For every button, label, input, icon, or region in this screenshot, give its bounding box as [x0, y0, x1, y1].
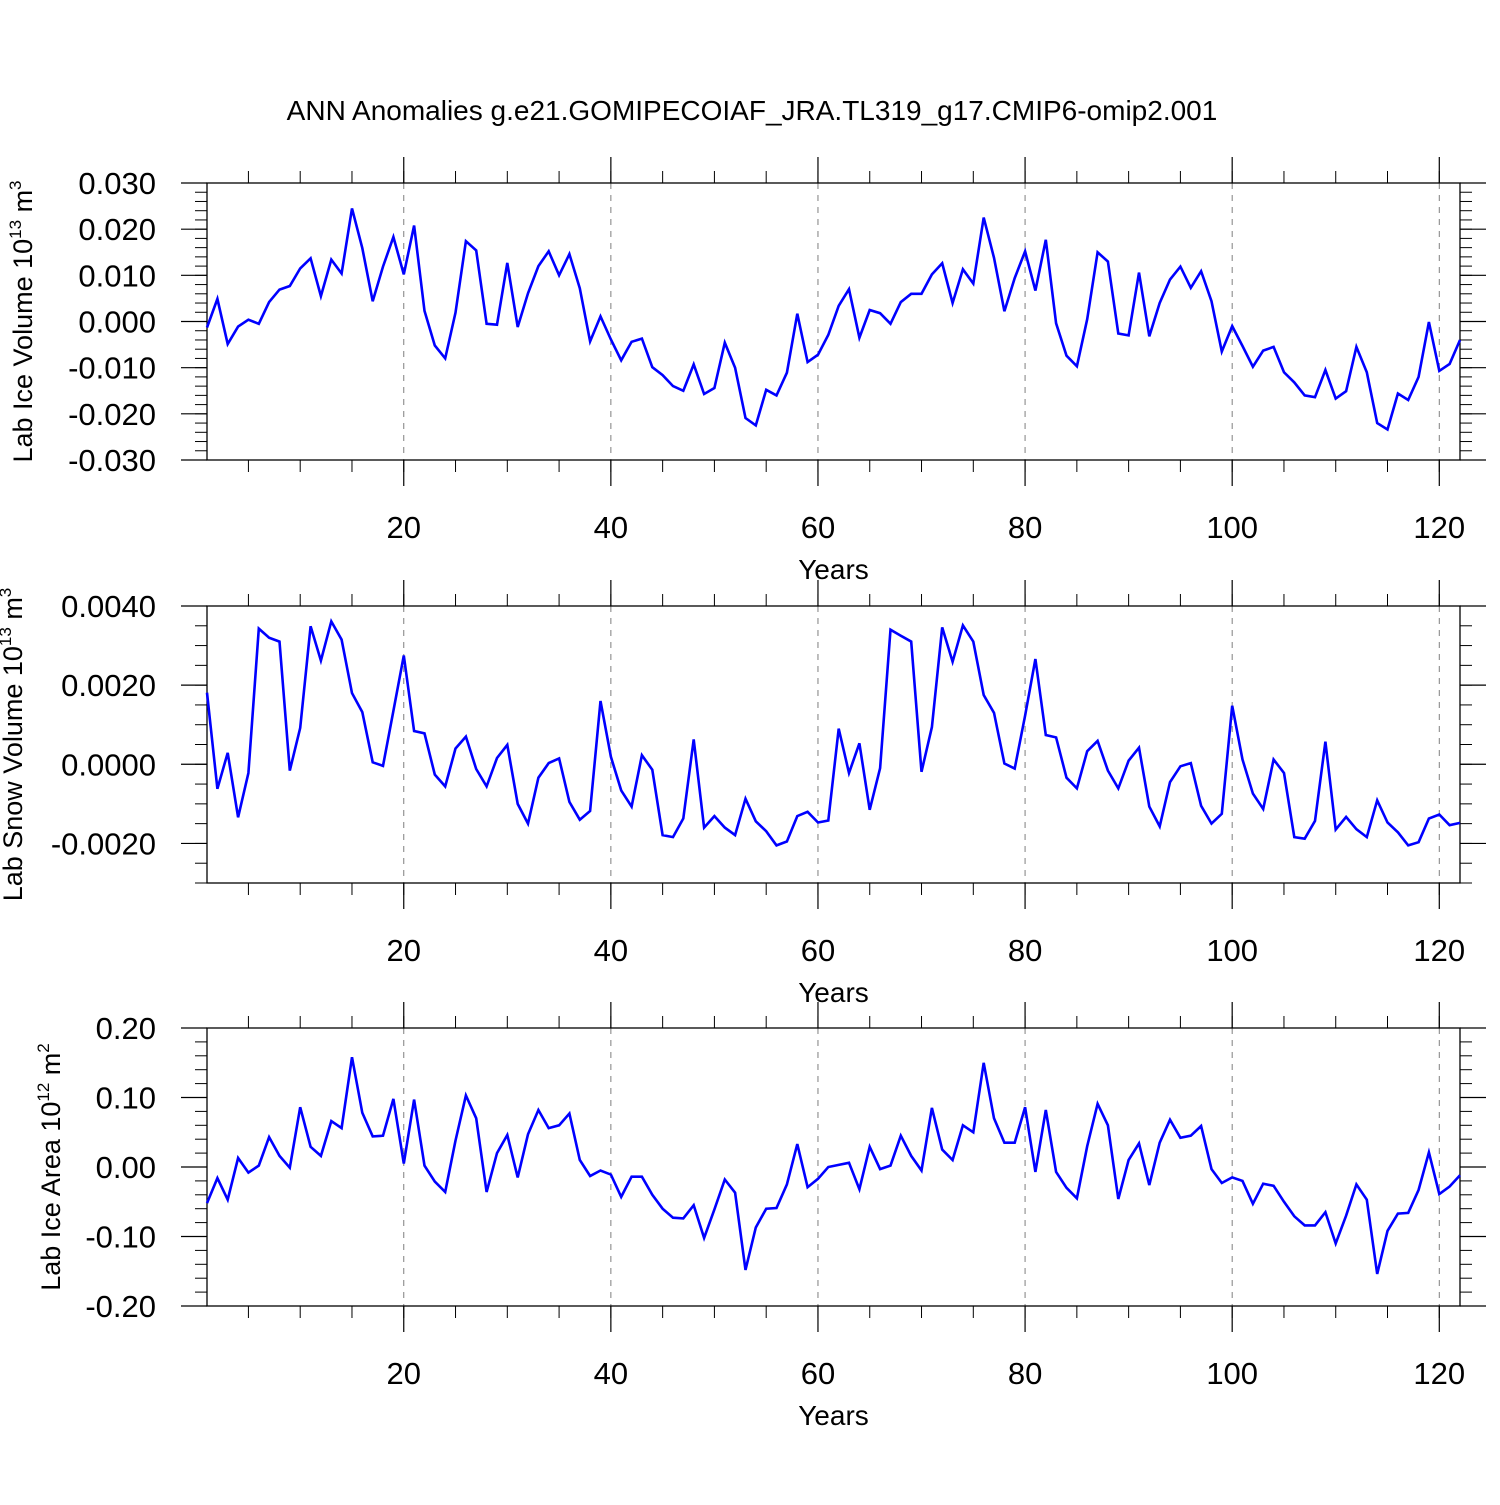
x-axis-label: Years — [798, 1400, 869, 1431]
x-tick-label: 100 — [1206, 510, 1258, 545]
x-tick-label: 60 — [801, 1356, 835, 1391]
y-tick-label: -0.0020 — [51, 826, 156, 861]
y-tick-label: 0.00 — [96, 1150, 156, 1185]
x-axis-label: Years — [798, 554, 869, 585]
panel-1: -0.030 -0.020 -0.010 0.000 0.010 0.020 0.030 20… — [6, 157, 1486, 585]
panel-2: -0.0020 0.0000 0.0020 0.0040 20 40 60 80 100 120 Y… — [0, 580, 1486, 1008]
plot-frame — [206, 1027, 1461, 1307]
y-tick-label: -0.010 — [68, 351, 156, 386]
y-label-main: Lab Ice Volume 10 — [8, 239, 38, 463]
plot-frame — [206, 182, 1461, 461]
x-tick-label: 80 — [1008, 1356, 1042, 1391]
plot-frame — [206, 605, 1461, 884]
x-tick-label: 120 — [1413, 510, 1465, 545]
series-line — [205, 617, 1461, 847]
y-label-exponent: 13 — [0, 627, 15, 646]
y-tick-label: 0.010 — [78, 258, 156, 293]
y-axis-label: Lab Snow Volume 1013 m3 — [0, 588, 28, 902]
y-tick-label: -0.020 — [68, 397, 156, 432]
x-tick-label: 20 — [387, 933, 421, 968]
y-tick-label: 0.10 — [96, 1081, 156, 1116]
x-tick-label: 40 — [594, 933, 628, 968]
y-tick-label: 0.0020 — [61, 668, 156, 703]
y-label-unit: m — [0, 597, 28, 627]
y-tick-label: 0.030 — [78, 166, 156, 201]
y-tick-label: -0.10 — [85, 1220, 156, 1255]
x-tick-label: 100 — [1206, 933, 1258, 968]
figure-title: ANN Anomalies g.e21.GOMIPECOIAF_JRA.TL31… — [287, 95, 1218, 126]
y-tick-label: -0.030 — [68, 443, 156, 478]
series-line — [205, 1056, 1461, 1275]
y-tick-label: 0.000 — [78, 305, 156, 340]
x-tick-label: 120 — [1413, 933, 1465, 968]
y-tick-label: -0.20 — [85, 1289, 156, 1324]
y-label-unit: m — [36, 1053, 66, 1083]
y-tick-label: 0.020 — [78, 212, 156, 247]
x-axis-label: Years — [798, 977, 869, 1008]
y-label-main: Lab Snow Volume 10 — [0, 646, 28, 901]
x-tick-label: 120 — [1413, 1356, 1465, 1391]
x-tick-label: 80 — [1008, 933, 1042, 968]
y-axis-label: Lab Ice Volume 1013 m3 — [6, 180, 38, 462]
y-tick-label: 0.0000 — [61, 747, 156, 782]
y-tick-label: 0.20 — [96, 1011, 156, 1046]
x-tick-label: 40 — [594, 510, 628, 545]
y-label-unit-exponent: 3 — [6, 180, 25, 189]
x-tick-label: 60 — [801, 933, 835, 968]
x-tick-label: 60 — [801, 510, 835, 545]
y-tick-label: 0.0040 — [61, 589, 156, 624]
y-axis-label: Lab Ice Area 1012 m2 — [34, 1043, 66, 1291]
x-tick-label: 20 — [387, 510, 421, 545]
y-label-unit-exponent: 3 — [0, 588, 15, 597]
x-tick-label: 80 — [1008, 510, 1042, 545]
y-label-exponent: 12 — [34, 1083, 53, 1102]
panel-3: -0.20 -0.10 0.00 0.10 0.20 20 40 60 80 100 120 Year… — [34, 1002, 1486, 1431]
x-tick-label: 100 — [1206, 1356, 1258, 1391]
x-tick-label: 40 — [594, 1356, 628, 1391]
y-label-unit-exponent: 2 — [34, 1043, 53, 1052]
y-label-unit: m — [8, 190, 38, 220]
x-tick-label: 20 — [387, 1356, 421, 1391]
y-label-exponent: 13 — [6, 220, 25, 239]
series-line — [205, 208, 1462, 432]
y-label-main: Lab Ice Area 10 — [36, 1102, 66, 1291]
